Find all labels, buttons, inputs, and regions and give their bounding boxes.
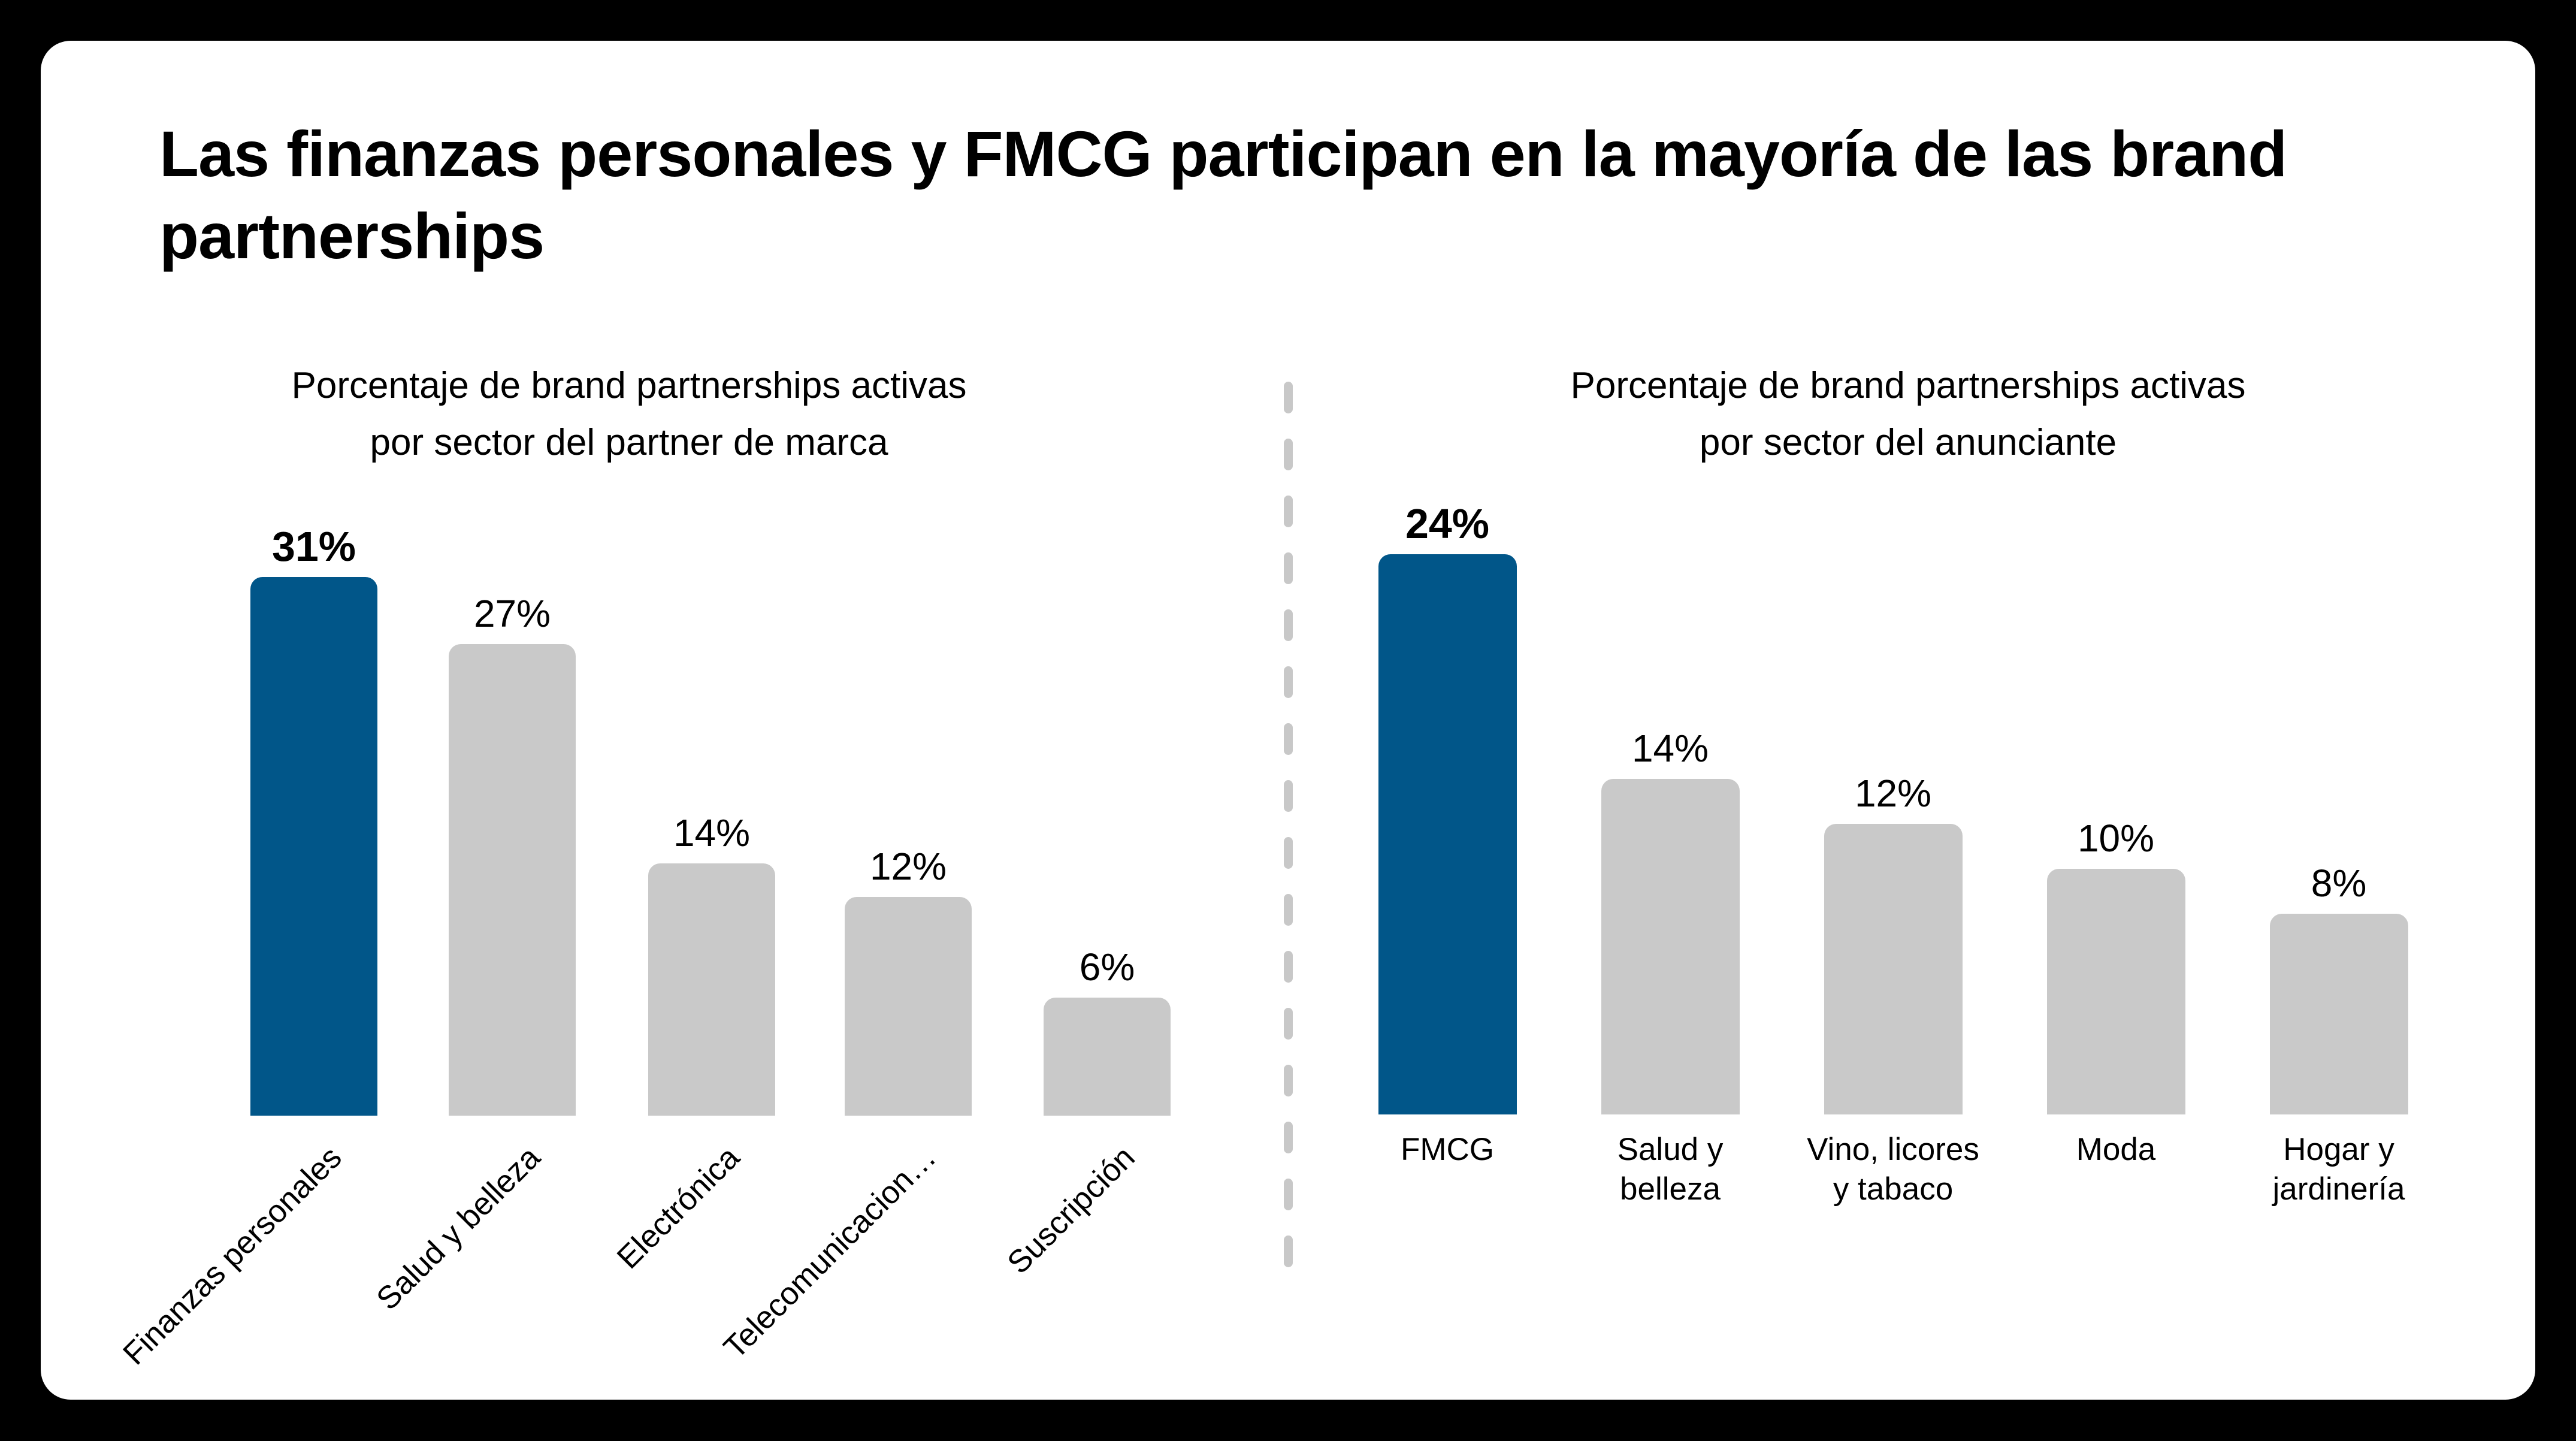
bar bbox=[449, 644, 576, 1116]
right-chart-title-line2: por sector del anunciante bbox=[1699, 422, 2117, 463]
value-label: 14% bbox=[673, 811, 751, 854]
right-chart-title: Porcentaje de brand partnerships activas… bbox=[1369, 357, 2447, 471]
divider-dash bbox=[1284, 1179, 1293, 1210]
value-label: 24% bbox=[1405, 500, 1490, 547]
bar bbox=[2269, 914, 2408, 1114]
divider-dash bbox=[1284, 1008, 1293, 1040]
divider-dash bbox=[1284, 1235, 1293, 1267]
divider-dash bbox=[1284, 894, 1293, 926]
bar-highlighted bbox=[250, 577, 377, 1116]
category-label: FMCG bbox=[1400, 1132, 1495, 1167]
divider-dash bbox=[1284, 666, 1293, 698]
bar bbox=[1824, 824, 1963, 1114]
divider-dash bbox=[1284, 382, 1293, 413]
bar bbox=[2046, 869, 2185, 1114]
category-label: Hogar y jardinería bbox=[2272, 1132, 2405, 1207]
divider-dash bbox=[1284, 552, 1293, 584]
value-label: 14% bbox=[1631, 727, 1709, 770]
bar bbox=[1601, 779, 1740, 1114]
category-label: Salud y belleza bbox=[1617, 1132, 1724, 1207]
value-label: 27% bbox=[473, 592, 551, 635]
divider-dash bbox=[1284, 837, 1293, 869]
left-chart-title-line2: por sector del partner de marca bbox=[370, 422, 888, 463]
category-label: Vino, licores y tabaco bbox=[1807, 1132, 1979, 1207]
value-label: 31% bbox=[271, 523, 356, 570]
divider-dash bbox=[1284, 439, 1293, 470]
divider-dash bbox=[1284, 1122, 1293, 1153]
value-label: 12% bbox=[869, 845, 947, 888]
value-label: 10% bbox=[2077, 817, 2155, 860]
divider-dash bbox=[1284, 609, 1293, 641]
value-label: 12% bbox=[1854, 772, 1932, 815]
value-label: 6% bbox=[1079, 945, 1135, 989]
left-chart-title-line1: Porcentaje de brand partnerships activas bbox=[291, 365, 967, 406]
divider-dash bbox=[1284, 496, 1293, 527]
left-chart-title: Porcentaje de brand partnerships activas… bbox=[90, 357, 1168, 471]
divider-dash bbox=[1284, 780, 1293, 812]
right-chart-title-line1: Porcentaje de brand partnerships activas bbox=[1570, 365, 2246, 406]
bar bbox=[845, 897, 972, 1116]
divider-dash bbox=[1284, 1065, 1293, 1096]
divider-dash bbox=[1284, 723, 1293, 755]
slide-title: Las finanzas personales y FMCG participa… bbox=[159, 117, 2287, 272]
category-label: Moda bbox=[2076, 1132, 2156, 1167]
bar bbox=[648, 863, 775, 1116]
bar bbox=[1044, 998, 1171, 1116]
value-label: 8% bbox=[2311, 862, 2367, 905]
bar-highlighted bbox=[1378, 554, 1517, 1114]
divider-dash bbox=[1284, 951, 1293, 983]
